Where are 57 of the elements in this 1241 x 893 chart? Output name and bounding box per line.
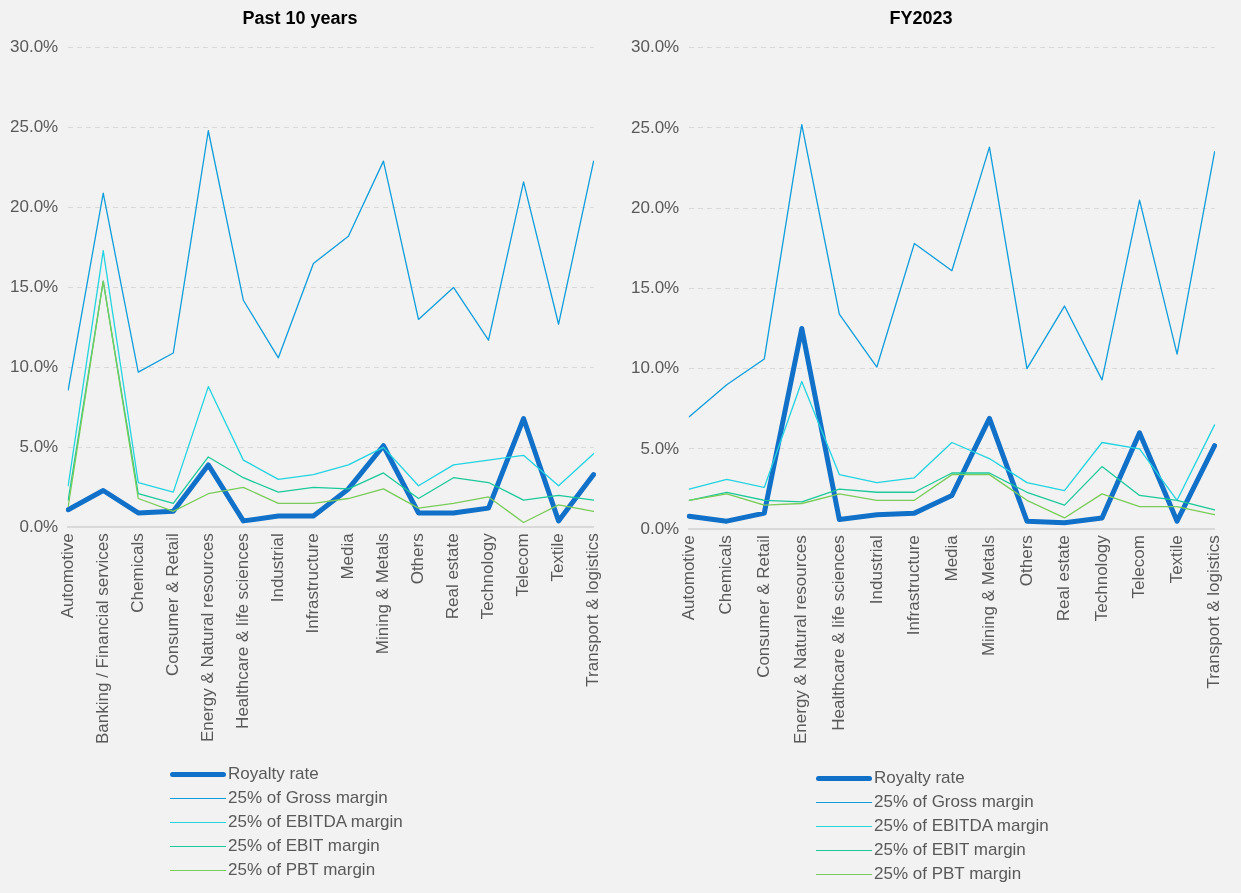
x-tick-label: Real estate [1054, 535, 1074, 622]
x-tick-label: Real estate [443, 533, 463, 620]
legend-label: 25% of Gross margin [228, 788, 388, 808]
x-tick-label: Healthcare & life sciences [233, 533, 253, 729]
x-tick-label: Energy & Natural resources [791, 535, 811, 745]
y-tick-label: 20.0% [10, 197, 59, 217]
x-tick-label: Mining & Metals [373, 533, 393, 655]
x-tick-label: Chemicals [127, 533, 147, 613]
x-tick-label: Transport & logistics [583, 533, 603, 687]
y-tick-label: 5.0% [640, 438, 680, 458]
x-tick-label: Banking / Financial services [92, 533, 112, 745]
x-tick-label: Automotive [678, 535, 698, 621]
chart-title: Past 10 years [242, 7, 358, 28]
x-tick-label: Infrastructure [303, 533, 323, 634]
y-tick-label: 25.0% [631, 117, 680, 137]
y-tick-label: 0.0% [640, 518, 680, 538]
x-tick-label: Industrial [268, 533, 288, 603]
x-tick-label: Textile [548, 533, 568, 582]
y-tick-label: 30.0% [10, 37, 59, 57]
x-tick-label: Technology [1091, 534, 1111, 622]
x-tick-label: Consumer & Retail [753, 535, 773, 678]
chart-title: FY2023 [889, 7, 953, 28]
x-tick-label: Media [941, 534, 961, 582]
y-tick-label: 20.0% [631, 197, 680, 217]
legend-label: Royalty rate [874, 768, 965, 788]
y-tick-label: 5.0% [19, 437, 59, 457]
legend-label: 25% of EBITDA margin [228, 812, 403, 832]
y-tick-label: 0.0% [19, 516, 59, 536]
x-tick-label: Energy & Natural resources [198, 533, 217, 743]
x-tick-label: Telecom [513, 533, 533, 597]
x-tick-label: Mining & Metals [979, 535, 999, 657]
x-tick-label: Infrastructure [904, 535, 924, 636]
y-tick-label: 15.0% [631, 278, 680, 298]
x-tick-label: Transport & logistics [1204, 535, 1224, 689]
y-tick-label: 10.0% [631, 358, 680, 378]
legend-label: 25% of EBIT margin [874, 840, 1026, 860]
y-tick-label: 10.0% [10, 357, 59, 377]
y-tick-label: 15.0% [10, 277, 59, 297]
y-tick-label: 30.0% [631, 37, 680, 57]
x-tick-label: Textile [1166, 535, 1186, 584]
x-tick-label: Healthcare & life sciences [829, 535, 848, 731]
legend-label: Royalty rate [228, 764, 319, 784]
x-tick-label: Others [1016, 535, 1036, 587]
x-tick-label: Industrial [866, 535, 886, 605]
x-tick-label: Telecom [1129, 535, 1149, 599]
x-tick-label: Media [338, 532, 358, 580]
legend-label: 25% of EBIT margin [228, 836, 380, 856]
legend-label: 25% of Gross margin [874, 792, 1034, 812]
y-tick-label: 25.0% [10, 117, 59, 137]
legend-label: 25% of PBT margin [228, 860, 376, 880]
x-tick-label: Others [408, 533, 428, 585]
x-tick-label: Automotive [57, 533, 77, 619]
x-tick-label: Consumer & Retail [162, 533, 182, 676]
legend-label: 25% of EBITDA margin [874, 816, 1049, 836]
x-tick-label: Chemicals [716, 535, 736, 615]
legend-label: 25% of PBT margin [874, 864, 1022, 884]
x-tick-label: Technology [478, 532, 498, 620]
